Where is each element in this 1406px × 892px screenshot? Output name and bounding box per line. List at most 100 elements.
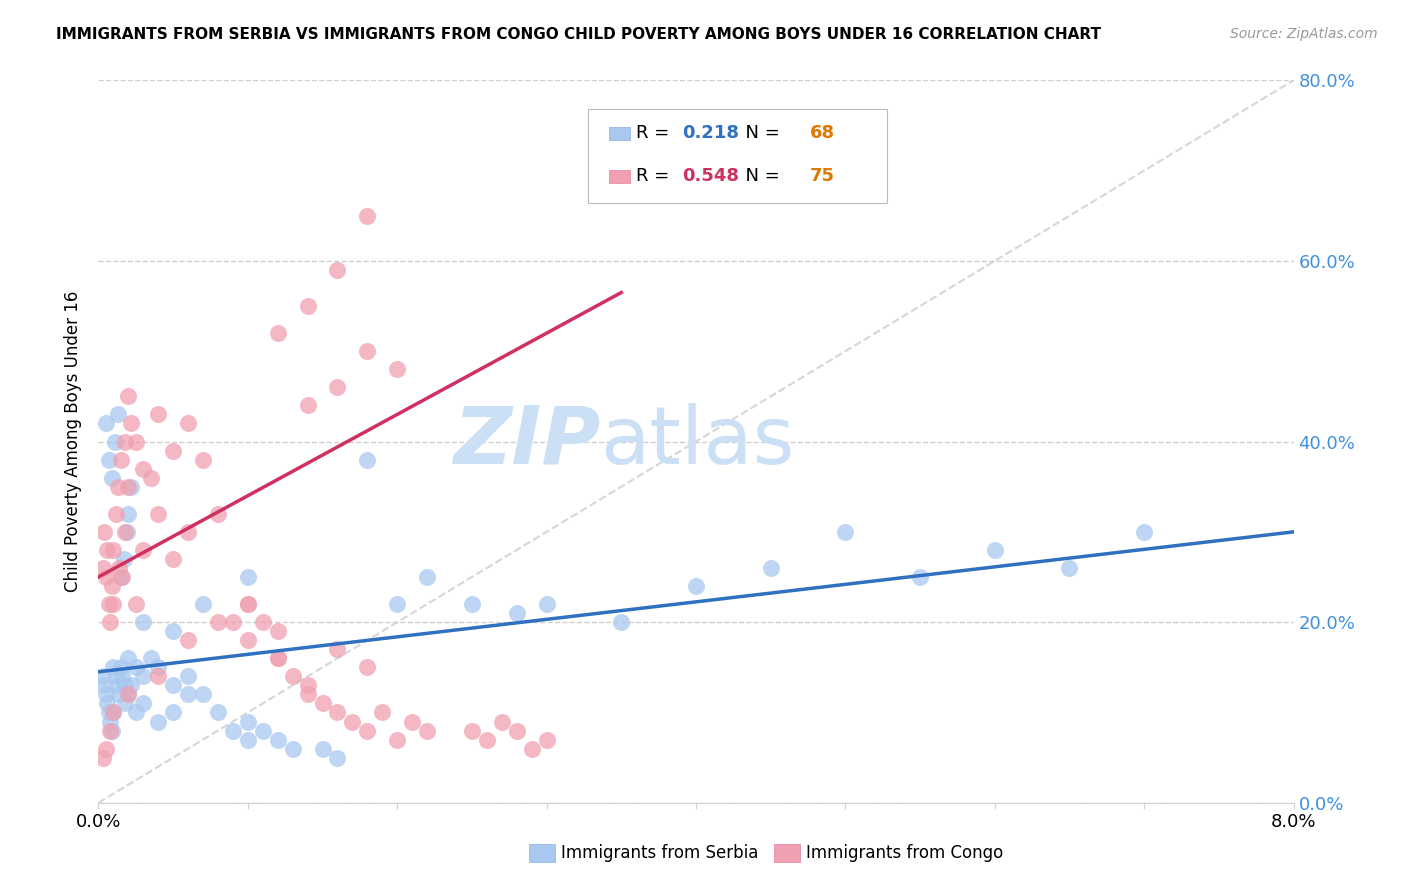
Point: [236, 714, 259, 729]
Point: [120, 417, 142, 431]
Point: [162, 706, 184, 720]
Point: [108, 687, 131, 701]
Point: [107, 678, 129, 692]
Point: [101, 579, 124, 593]
Point: [222, 615, 245, 630]
Point: [112, 552, 135, 566]
Point: [148, 669, 170, 683]
Point: [107, 408, 129, 422]
Point: [132, 542, 155, 557]
Point: [108, 561, 131, 575]
Point: [104, 434, 127, 449]
Point: [491, 714, 513, 729]
Point: [120, 480, 142, 494]
Point: [461, 723, 484, 738]
Point: [103, 706, 125, 720]
Text: 75: 75: [810, 168, 835, 186]
Point: [94, 741, 117, 756]
Point: [125, 597, 148, 611]
FancyBboxPatch shape: [609, 127, 630, 139]
Point: [207, 615, 229, 630]
Point: [114, 697, 136, 711]
Text: R =: R =: [637, 168, 675, 186]
Point: [385, 597, 409, 611]
Point: [1133, 524, 1156, 539]
Point: [536, 597, 558, 611]
Point: [1059, 561, 1081, 575]
Point: [107, 480, 129, 494]
Point: [356, 723, 378, 738]
Point: [356, 452, 378, 467]
Point: [117, 687, 139, 701]
Point: [222, 723, 245, 738]
Point: [475, 732, 498, 747]
Point: [267, 651, 290, 665]
Point: [94, 417, 117, 431]
Point: [96, 697, 118, 711]
Point: [125, 660, 148, 674]
Point: [461, 597, 484, 611]
Point: [385, 362, 409, 376]
Point: [120, 678, 142, 692]
Point: [162, 443, 184, 458]
Point: [103, 542, 125, 557]
Point: [281, 669, 304, 683]
Point: [311, 741, 333, 756]
Point: [610, 615, 633, 630]
Point: [148, 507, 170, 521]
Point: [96, 542, 118, 557]
Point: [114, 678, 136, 692]
Text: Immigrants from Serbia: Immigrants from Serbia: [561, 844, 758, 862]
Text: Source: ZipAtlas.com: Source: ZipAtlas.com: [1230, 27, 1378, 41]
Point: [103, 597, 125, 611]
Point: [267, 326, 290, 340]
Point: [110, 570, 132, 584]
Point: [281, 741, 304, 756]
Point: [132, 461, 155, 475]
FancyBboxPatch shape: [609, 169, 630, 183]
Point: [117, 651, 139, 665]
Point: [117, 389, 139, 403]
Point: [311, 697, 333, 711]
Point: [111, 570, 134, 584]
Point: [91, 561, 114, 575]
Point: [520, 741, 543, 756]
Point: [297, 299, 319, 313]
Point: [103, 660, 125, 674]
Text: 0.548: 0.548: [682, 168, 738, 186]
Point: [132, 615, 155, 630]
Point: [236, 597, 259, 611]
Point: [125, 706, 148, 720]
Point: [267, 651, 290, 665]
Point: [98, 723, 122, 738]
Point: [342, 714, 364, 729]
Point: [97, 452, 120, 467]
Point: [236, 633, 259, 648]
Point: [139, 651, 162, 665]
Text: Immigrants from Congo: Immigrants from Congo: [806, 844, 1002, 862]
Point: [177, 687, 200, 701]
Point: [297, 678, 319, 692]
Point: [148, 714, 170, 729]
Point: [117, 687, 139, 701]
Point: [236, 597, 259, 611]
Point: [101, 723, 124, 738]
Point: [371, 706, 394, 720]
Point: [326, 380, 349, 394]
Point: [94, 687, 117, 701]
Point: [685, 579, 707, 593]
Text: R =: R =: [637, 124, 675, 142]
Point: [177, 524, 200, 539]
Point: [103, 706, 125, 720]
Point: [162, 552, 184, 566]
Point: [252, 615, 274, 630]
Point: [114, 524, 136, 539]
Point: [132, 669, 155, 683]
Point: [356, 660, 378, 674]
Point: [177, 417, 200, 431]
Text: atlas: atlas: [600, 402, 794, 481]
Text: 0.218: 0.218: [682, 124, 738, 142]
Point: [177, 669, 200, 683]
Point: [759, 561, 782, 575]
Point: [125, 434, 148, 449]
